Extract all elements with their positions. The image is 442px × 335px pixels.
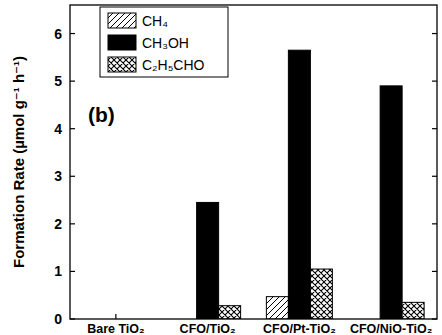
y-tick-label: 2 (54, 216, 62, 232)
bars (197, 50, 425, 319)
y-tick-right (432, 271, 437, 272)
y-tick (70, 223, 75, 224)
y-tick (70, 128, 75, 129)
chart-svg: 0 1 2 3 4 5 6 Bare TiO₂ CFO/TiO₂ CFO/Pt-TiO₂ CFO/N… (0, 0, 442, 335)
y-tick (70, 176, 75, 177)
y-tick-right (432, 318, 437, 319)
legend-frame (100, 7, 228, 77)
x-tick-label: Bare TiO₂ (87, 322, 144, 335)
y-tick-right (432, 223, 437, 224)
y-tick-label: 5 (54, 73, 62, 89)
bar (380, 86, 402, 319)
bar (402, 302, 424, 319)
plot-frame (70, 5, 437, 319)
x-tick-label: CFO/TiO₂ (180, 322, 236, 335)
bar (310, 269, 332, 319)
legend-label: CH₄ (142, 13, 168, 29)
y-tick-right (432, 33, 437, 34)
x-tick (207, 314, 208, 319)
y-axis-label: Formation Rate (µmol g⁻¹ h⁻¹) (10, 56, 27, 268)
x-tick (299, 314, 300, 319)
bar (197, 202, 219, 319)
y-tick-label: 3 (54, 168, 62, 184)
y-tick (70, 318, 75, 319)
y-tick (70, 33, 75, 34)
x-tick-label: CFO/Pt-TiO₂ (263, 322, 336, 335)
bar (266, 297, 288, 319)
legend-swatch (108, 35, 136, 50)
y-tick-label: 0 (54, 311, 62, 327)
legend-swatch (108, 13, 136, 28)
y-tick (70, 81, 75, 82)
y-tick-label: 4 (54, 121, 62, 137)
y-tick-right (432, 176, 437, 177)
x-tick-label: CFO/NiO-TiO₂ (350, 322, 432, 335)
y-tick-right (432, 81, 437, 82)
legend: CH₄ CH₃OH C₂H₅CHO (100, 7, 228, 77)
y-tick-label: 1 (54, 263, 62, 279)
x-tick (391, 314, 392, 319)
annotation: (b) (88, 103, 115, 126)
y-tick (70, 271, 75, 272)
legend-swatch (108, 57, 136, 72)
y-tick-right (432, 128, 437, 129)
chart-container: 0 1 2 3 4 5 6 Bare TiO₂ CFO/TiO₂ CFO/Pt-TiO₂ CFO/N… (0, 0, 442, 335)
y-tick-label: 6 (54, 26, 62, 42)
x-tick (115, 314, 116, 319)
legend-label: C₂H₅CHO (142, 57, 205, 73)
bar (288, 50, 310, 319)
legend-label: CH₃OH (142, 35, 189, 51)
bar (219, 306, 241, 319)
